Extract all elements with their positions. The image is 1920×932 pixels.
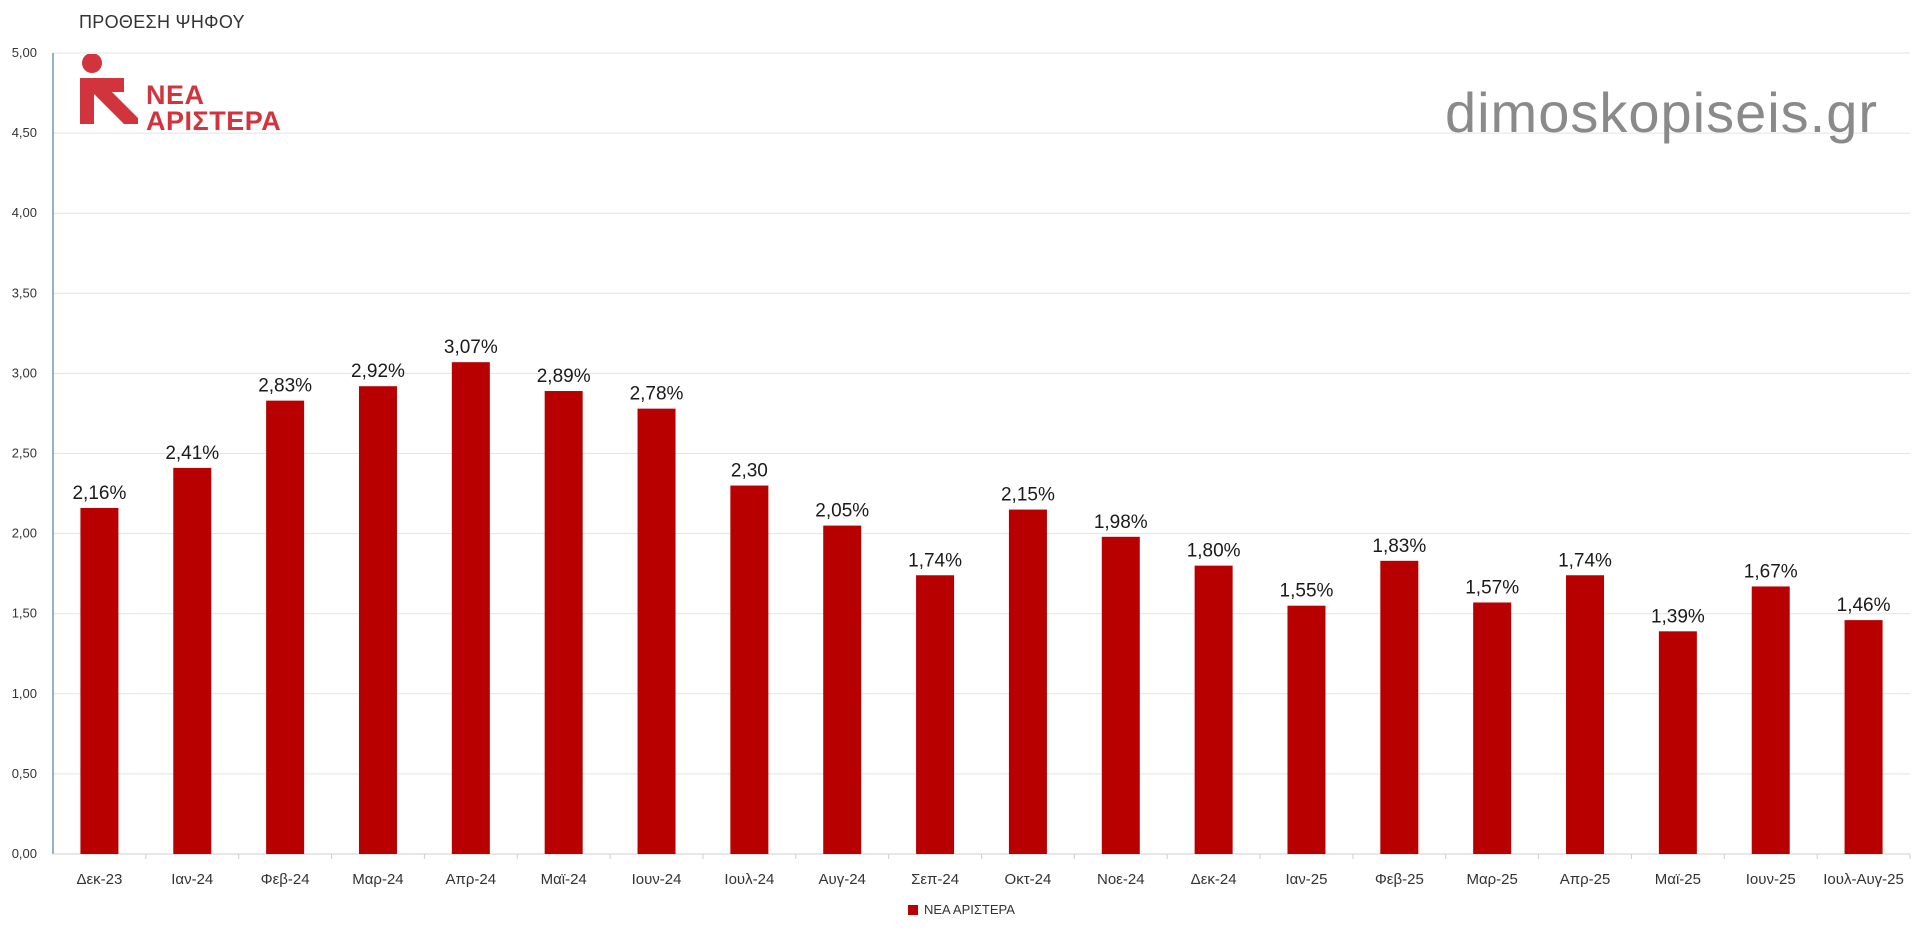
bar-data-label: 1,55% — [1280, 581, 1334, 602]
bar — [916, 575, 955, 854]
legend-label: ΝΕΑ ΑΡΙΣΤΕΡΑ — [924, 902, 1015, 917]
bar-data-label: 2,92% — [351, 361, 405, 382]
bar-data-label: 1,80% — [1187, 541, 1241, 562]
bar-data-label: 2,83% — [258, 376, 312, 397]
bar — [266, 400, 305, 854]
bar — [80, 507, 119, 854]
bar-data-label: 1,57% — [1465, 577, 1519, 598]
bar — [1473, 602, 1512, 854]
bar-data-label: 2,41% — [165, 443, 219, 464]
x-tick-label: Ιουν-24 — [632, 871, 682, 888]
nea-aristera-logo-icon — [80, 54, 138, 124]
bar-data-label: 2,16% — [72, 483, 126, 504]
x-tick-label: Μαρ-24 — [352, 871, 403, 888]
y-tick-label: 0,50 — [12, 766, 37, 781]
x-tick-label: Ιουν-25 — [1746, 871, 1796, 888]
bar — [1751, 586, 1790, 854]
x-tick-label: Φεβ-24 — [261, 871, 310, 888]
bar — [730, 485, 769, 854]
x-tick-label: Φεβ-25 — [1375, 871, 1424, 888]
bar — [823, 525, 862, 854]
bar — [1008, 509, 1047, 854]
bar — [358, 386, 397, 854]
legend-swatch — [908, 904, 918, 915]
bar-data-label: 2,78% — [630, 384, 684, 405]
x-tick-label: Απρ-25 — [1560, 871, 1611, 888]
bar-data-label: 2,30 — [731, 461, 768, 482]
y-tick-label: 2,50 — [12, 446, 37, 461]
x-tick-label: Μαϊ-24 — [541, 871, 587, 888]
bar-data-label: 1,83% — [1372, 536, 1426, 557]
x-tick-label: Ιαν-25 — [1285, 871, 1327, 888]
x-tick-label: Σεπ-24 — [911, 871, 959, 888]
y-tick-label: 1,00 — [12, 686, 37, 701]
bar-data-label: 1,74% — [908, 550, 962, 571]
x-tick-label: Νοε-24 — [1097, 871, 1145, 888]
bar-data-label: 2,05% — [815, 501, 869, 522]
y-tick-label: 4,00 — [12, 205, 37, 220]
bar-data-label: 1,39% — [1651, 606, 1705, 627]
bar-data-label: 3,07% — [444, 337, 498, 358]
bar — [1287, 605, 1326, 854]
bar — [173, 467, 212, 854]
logo-text-line1: ΝΕΑ — [146, 80, 205, 110]
bar-data-label: 2,89% — [537, 366, 591, 387]
bar-data-label: 1,74% — [1558, 550, 1612, 571]
watermark: dimoskopiseis.gr — [1444, 81, 1878, 144]
x-tick-label: Απρ-24 — [446, 871, 497, 888]
bar — [1658, 631, 1697, 854]
legend: ΝΕΑ ΑΡΙΣΤΕΡΑ — [908, 902, 1015, 917]
bar — [1844, 620, 1883, 854]
bar-data-label: 1,46% — [1837, 595, 1891, 616]
y-tick-label: 3,50 — [12, 285, 37, 300]
bar — [1194, 565, 1233, 854]
y-tick-label: 2,00 — [12, 526, 37, 541]
bar-data-label: 1,67% — [1744, 561, 1798, 582]
x-tick-label: Μαρ-25 — [1466, 871, 1517, 888]
bar-data-label: 1,98% — [1094, 512, 1148, 533]
x-tick-label: Ιαν-24 — [171, 871, 213, 888]
x-tick-label: Ιουλ-Αυγ-25 — [1823, 871, 1904, 888]
y-tick-label: 1,50 — [12, 606, 37, 621]
y-tick-label: 0,00 — [12, 846, 37, 861]
x-tick-label: Ιουλ-24 — [724, 871, 774, 888]
x-tick-label: Οκτ-24 — [1005, 871, 1052, 888]
bar-data-label: 2,15% — [1001, 485, 1055, 506]
logo-text-line2: ΑΡΙΣΤΕΡΑ — [146, 106, 282, 136]
x-tick-label: Μαϊ-25 — [1655, 871, 1701, 888]
y-tick-label: 4,50 — [12, 125, 37, 140]
chart-title: ΠΡΟΘΕΣΗ ΨΗΦΟΥ — [79, 12, 245, 32]
x-tick-label: Δεκ-23 — [76, 871, 122, 888]
bar — [1101, 536, 1140, 854]
y-tick-label: 3,00 — [12, 365, 37, 380]
x-tick-label: Αυγ-24 — [819, 871, 866, 888]
bar — [1566, 575, 1605, 854]
x-tick-label: Δεκ-24 — [1191, 871, 1237, 888]
bar — [637, 408, 676, 854]
bar — [1380, 560, 1419, 854]
bar — [544, 391, 583, 854]
y-tick-label: 5,00 — [12, 45, 37, 60]
bar — [451, 362, 490, 854]
